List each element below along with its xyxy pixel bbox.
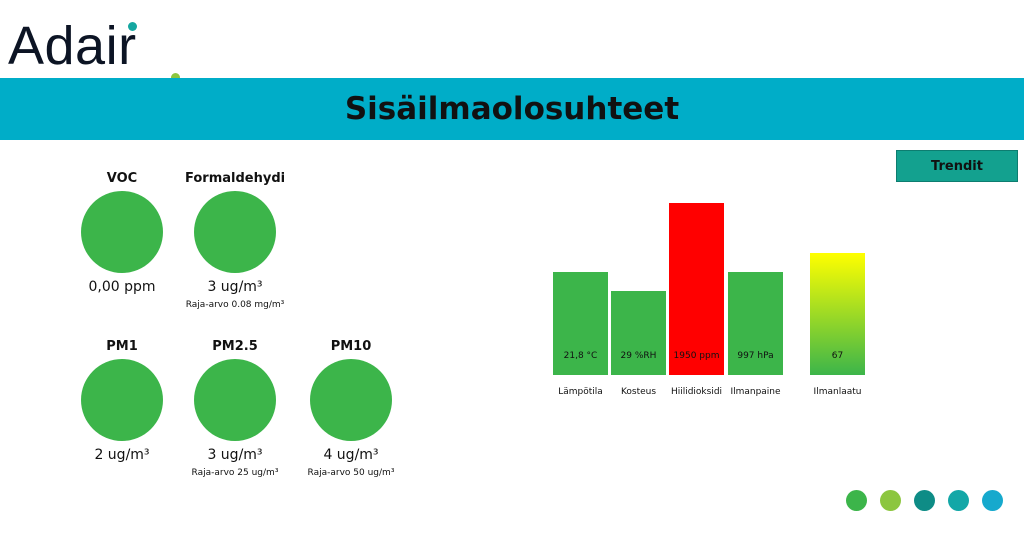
bar-1 xyxy=(611,291,666,375)
status-circle xyxy=(194,359,276,441)
gauge-value: 0,00 ppm xyxy=(88,279,156,295)
gauge-limit xyxy=(72,299,172,311)
bar-3 xyxy=(728,272,783,375)
gauge-limit: Raja-arvo 0.08 mg/m³ xyxy=(185,300,285,310)
bar-category-label: Kosteus xyxy=(620,387,657,397)
status-dot xyxy=(948,490,969,511)
status-dot xyxy=(880,490,901,511)
gauge-title: PM2.5 xyxy=(212,339,258,354)
gauge-pm10: PM10 4 ug/m³ Raja-arvo 50 ug/m³ xyxy=(301,338,401,479)
gauge-value: 2 ug/m³ xyxy=(94,447,150,463)
status-dot xyxy=(982,490,1003,511)
logo-wordmark: Adair xyxy=(8,16,137,76)
bar-value-label: 21,8 °C xyxy=(563,351,598,361)
gauge-value: 3 ug/m³ xyxy=(207,279,263,295)
gauge-title: VOC xyxy=(106,171,138,186)
status-circle xyxy=(81,191,163,273)
status-circle xyxy=(81,359,163,441)
logo-i-dot xyxy=(128,22,137,31)
status-dots xyxy=(846,490,1008,512)
gauge-title: PM1 xyxy=(106,339,138,354)
gauge-limit: Raja-arvo 25 ug/m³ xyxy=(191,468,279,478)
bar-category-label: Ilmanlaatu xyxy=(813,387,862,397)
gauge-voc: VOC 0,00 ppm xyxy=(72,170,172,311)
status-dot xyxy=(846,490,867,511)
status-dot xyxy=(914,490,935,511)
gauge-title: Formaldehydi xyxy=(185,171,286,186)
bar-category-label: Lämpötila xyxy=(558,387,603,397)
bar-value-label: 1950 ppm xyxy=(673,351,720,361)
gauge-pm1: PM1 2 ug/m³ xyxy=(72,338,172,479)
gauge-title: PM10 xyxy=(330,339,372,354)
page-title: Sisäilmaolosuhteet xyxy=(344,91,680,127)
bar-category-label: Hiilidioksidi xyxy=(670,387,723,397)
bar-0 xyxy=(553,272,608,375)
gauge-formaldehyde: Formaldehydi 3 ug/m³ Raja-arvo 0.08 mg/m… xyxy=(185,170,285,311)
bar-value-label: 67 xyxy=(831,351,844,361)
status-circle xyxy=(310,359,392,441)
gauge-pm25: PM2.5 3 ug/m³ Raja-arvo 25 ug/m³ xyxy=(185,338,285,479)
logo-period xyxy=(171,73,180,82)
title-banner: Sisäilmaolosuhteet xyxy=(0,78,1024,140)
bar-value-label: 29 %RH xyxy=(620,351,657,361)
bar-category-label: Ilmanpaine xyxy=(730,387,781,397)
bar-4 xyxy=(810,253,865,375)
gauge-limit: Raja-arvo 50 ug/m³ xyxy=(307,468,395,478)
gauge-value: 4 ug/m³ xyxy=(323,447,379,463)
status-circle xyxy=(194,191,276,273)
trends-button[interactable]: Trendit xyxy=(896,150,1018,182)
bar-2 xyxy=(669,203,724,375)
adair-logo: Adair xyxy=(8,16,180,82)
bar-value-label: 997 hPa xyxy=(737,351,774,361)
gauge-value: 3 ug/m³ xyxy=(207,447,263,463)
gauge-limit xyxy=(72,467,172,479)
